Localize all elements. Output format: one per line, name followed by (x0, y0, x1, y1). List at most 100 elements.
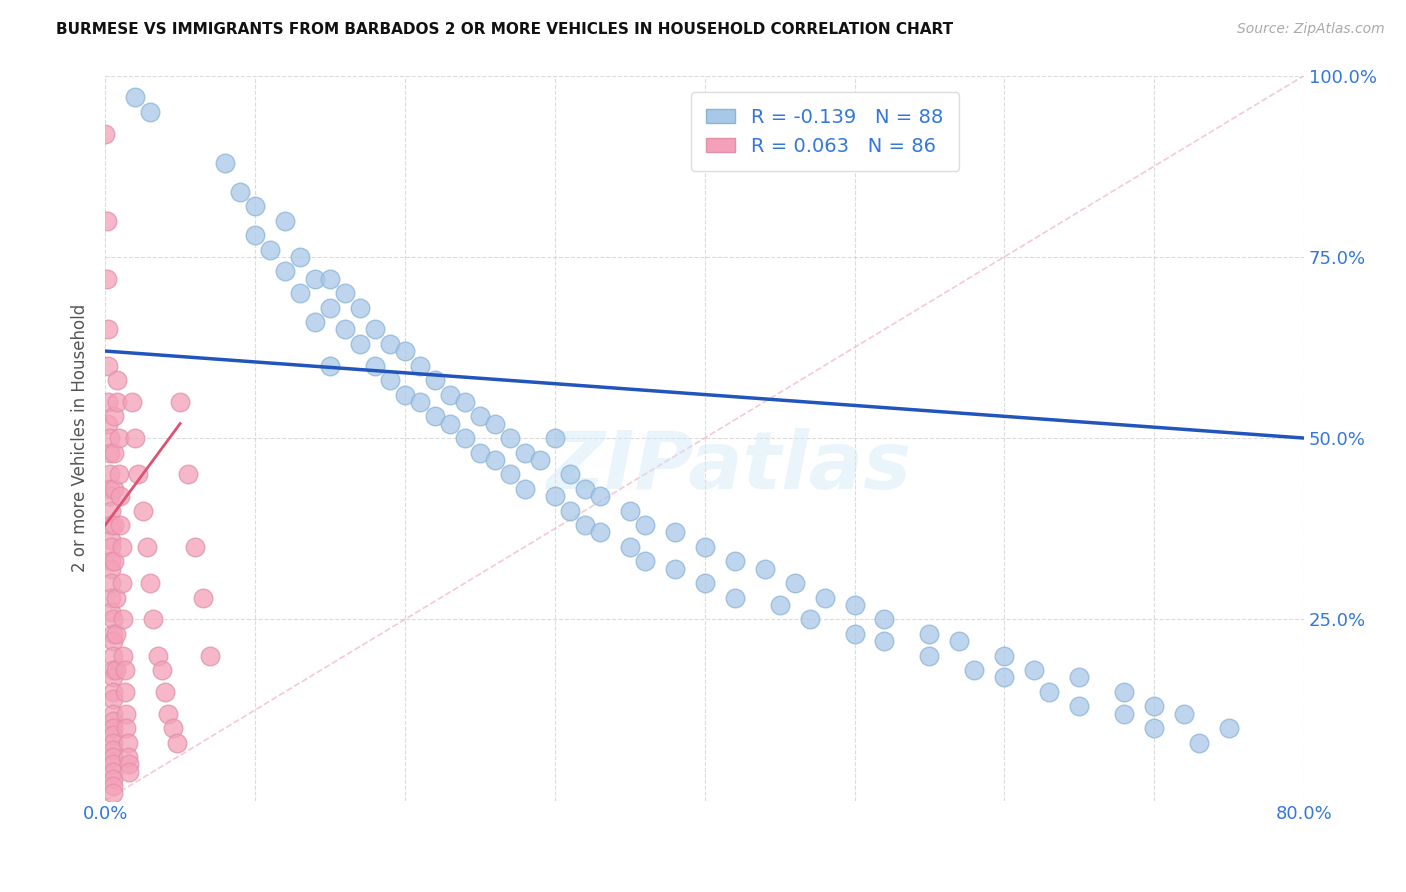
Point (104, 663, 127, 677)
Point (103, 554, 125, 568)
Point (101, 736, 124, 750)
Point (619, 540, 641, 554)
Point (274, 213, 297, 227)
Point (1024, 663, 1046, 677)
Point (513, 445, 536, 459)
Point (111, 540, 134, 554)
Point (333, 286, 356, 301)
Point (118, 764, 141, 779)
Point (364, 359, 387, 373)
Point (127, 467, 149, 482)
Point (117, 750, 139, 764)
Point (101, 721, 124, 735)
Point (243, 199, 266, 213)
Point (574, 518, 596, 533)
Point (484, 452, 506, 467)
Point (439, 417, 461, 431)
Point (723, 554, 745, 568)
Point (100, 591, 122, 605)
Point (104, 627, 127, 641)
Point (121, 394, 143, 409)
Point (918, 648, 941, 663)
Point (139, 576, 162, 591)
Point (513, 482, 536, 496)
Point (111, 576, 134, 591)
Point (304, 271, 326, 285)
Point (101, 634, 124, 648)
Point (101, 706, 124, 721)
Point (103, 409, 125, 424)
Point (1218, 721, 1240, 735)
Point (198, 648, 221, 663)
Text: Source: ZipAtlas.com: Source: ZipAtlas.com (1237, 22, 1385, 37)
Point (96, 271, 118, 285)
Point (634, 518, 657, 533)
Point (112, 648, 135, 663)
Point (112, 612, 135, 626)
Point (101, 627, 124, 641)
Point (544, 431, 567, 445)
Point (664, 525, 686, 540)
Y-axis label: 2 or more Vehicles in Household: 2 or more Vehicles in Household (72, 304, 89, 572)
Point (105, 373, 128, 387)
Point (1143, 699, 1166, 714)
Point (101, 648, 124, 663)
Point (101, 670, 124, 684)
Point (131, 503, 153, 517)
Point (101, 612, 124, 626)
Point (108, 518, 131, 533)
Point (153, 685, 176, 699)
Point (101, 663, 124, 677)
Point (214, 155, 236, 169)
Point (1069, 670, 1091, 684)
Point (100, 605, 122, 619)
Point (499, 467, 522, 482)
Point (101, 692, 124, 706)
Point (103, 445, 125, 459)
Point (100, 554, 122, 568)
Point (115, 721, 138, 735)
Point (184, 540, 207, 554)
Point (97, 322, 120, 336)
Point (754, 561, 776, 575)
Point (378, 336, 401, 351)
Point (1038, 685, 1060, 699)
Point (589, 489, 612, 503)
Point (1114, 706, 1136, 721)
Point (813, 591, 835, 605)
Point (98, 431, 121, 445)
Text: ZIPatlas: ZIPatlas (546, 428, 911, 506)
Point (693, 540, 716, 554)
Point (101, 750, 124, 764)
Point (100, 576, 122, 591)
Point (107, 467, 129, 482)
Point (574, 482, 596, 496)
Point (768, 598, 790, 612)
Point (101, 743, 124, 757)
Point (105, 394, 128, 409)
Point (118, 757, 141, 772)
Point (468, 409, 491, 424)
Point (146, 648, 169, 663)
Point (948, 634, 970, 648)
Text: BURMESE VS IMMIGRANTS FROM BARBADOS 2 OR MORE VEHICLES IN HOUSEHOLD CORRELATION : BURMESE VS IMMIGRANTS FROM BARBADOS 2 OR… (56, 22, 953, 37)
Point (409, 359, 432, 373)
Point (101, 685, 124, 699)
Point (97, 417, 120, 431)
Point (993, 648, 1015, 663)
Point (349, 301, 371, 315)
Point (114, 685, 136, 699)
Point (124, 431, 146, 445)
Point (1143, 721, 1166, 735)
Point (409, 394, 432, 409)
Point (349, 336, 371, 351)
Point (723, 591, 745, 605)
Point (783, 576, 806, 591)
Point (97, 394, 120, 409)
Point (101, 764, 124, 779)
Point (693, 576, 716, 591)
Point (378, 373, 401, 387)
Point (423, 373, 446, 387)
Point (873, 634, 896, 648)
Point (394, 387, 416, 401)
